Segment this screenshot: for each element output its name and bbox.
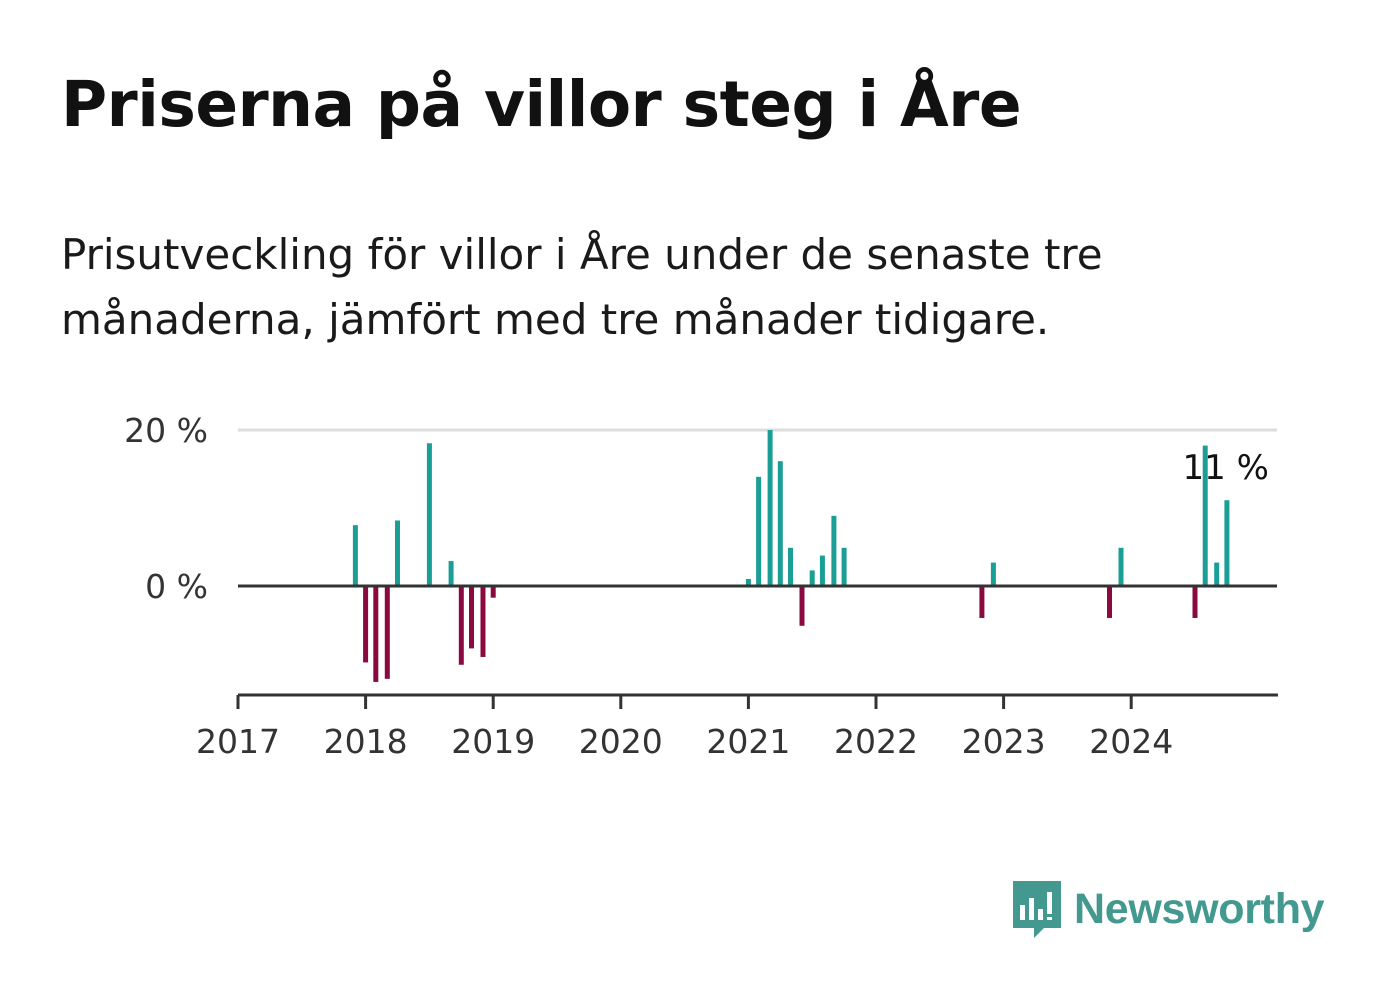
x-tick-label: 2020 <box>579 722 663 761</box>
bar <box>756 476 762 586</box>
price-change-chart: 20 % 0 % 2017 2018 2019 2020 2021 2022 2023 2024 1… <box>124 411 1278 761</box>
x-tick-label: 2024 <box>1089 722 1173 761</box>
bar <box>480 586 486 657</box>
x-tick-label: 2018 <box>324 722 408 761</box>
chart-title: Priserna på villor steg i Åre <box>61 68 1022 141</box>
bar <box>1192 586 1198 618</box>
bar <box>1107 586 1113 618</box>
newsworthy-logo: Newsworthy <box>1010 878 1325 940</box>
logo-text: Newsworthy <box>1074 884 1325 933</box>
bar <box>1202 445 1208 586</box>
bar <box>384 586 390 679</box>
bar <box>819 555 825 586</box>
newsworthy-logo-icon <box>1013 881 1061 938</box>
x-tick-label: 2019 <box>451 722 535 761</box>
y-tick-label: 0 % <box>145 567 208 606</box>
bar <box>979 586 985 618</box>
bar <box>490 586 496 598</box>
x-tick-label: 2021 <box>706 722 790 761</box>
latest-value-label: 11 % <box>1183 448 1269 488</box>
bar <box>426 443 432 586</box>
axis-layer <box>236 584 1278 709</box>
bar <box>1224 500 1230 586</box>
bar <box>395 520 400 586</box>
y-tick-label: 20 % <box>124 411 208 450</box>
x-tick-label: 2022 <box>834 722 918 761</box>
bar <box>841 547 847 586</box>
bar <box>1214 562 1220 586</box>
bar <box>799 586 805 626</box>
chart-subtitle: Prisutveckling för villor i Åre under de… <box>61 230 1103 344</box>
bar <box>745 578 751 586</box>
bar <box>448 561 454 586</box>
bar-layer <box>352 430 1230 682</box>
bar <box>373 586 379 682</box>
bar <box>363 586 369 663</box>
bar <box>767 430 773 586</box>
bar <box>458 586 464 665</box>
bar <box>469 586 475 649</box>
bar <box>352 525 358 586</box>
bar <box>777 461 783 586</box>
bar <box>809 570 815 586</box>
x-tick-label: 2017 <box>196 722 280 761</box>
bar <box>788 547 794 586</box>
label-layer: 20 % 0 % 2017 2018 2019 2020 2021 2022 2023 2024 1… <box>124 411 1269 761</box>
x-tick-label: 2023 <box>962 722 1046 761</box>
bar <box>1118 547 1124 586</box>
bar <box>831 515 837 586</box>
bar <box>990 562 996 586</box>
